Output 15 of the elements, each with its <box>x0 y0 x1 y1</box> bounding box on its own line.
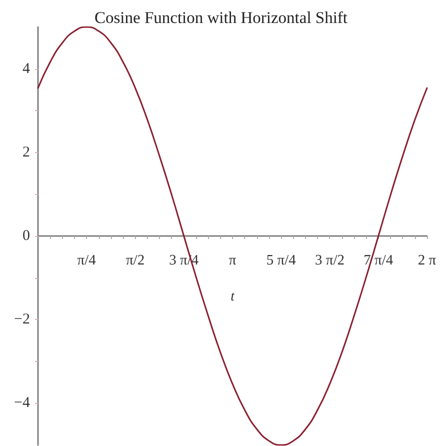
y-tick-label: −4 <box>14 395 30 412</box>
x-tick-label: 7 π/4 <box>364 252 394 268</box>
x-tick-label: π/2 <box>126 252 145 268</box>
x-tick-label: π <box>228 252 237 268</box>
x-axis-title: t <box>230 290 236 304</box>
x-tick-label: 5 π/4 <box>266 252 297 268</box>
y-tick-label: 2 <box>22 144 30 160</box>
y-tick-label: −2 <box>14 312 30 328</box>
x-tick-label: 3 π/2 <box>314 252 344 268</box>
chart-title: Cosine Function with Horizontal Shift <box>94 8 348 27</box>
line-series <box>37 26 428 446</box>
x-tick-label: 2 π <box>418 252 437 268</box>
y-tick-label: 0 <box>22 228 30 244</box>
x-tick-label: π/4 <box>77 252 97 268</box>
y-tick-label: 4 <box>22 60 30 77</box>
